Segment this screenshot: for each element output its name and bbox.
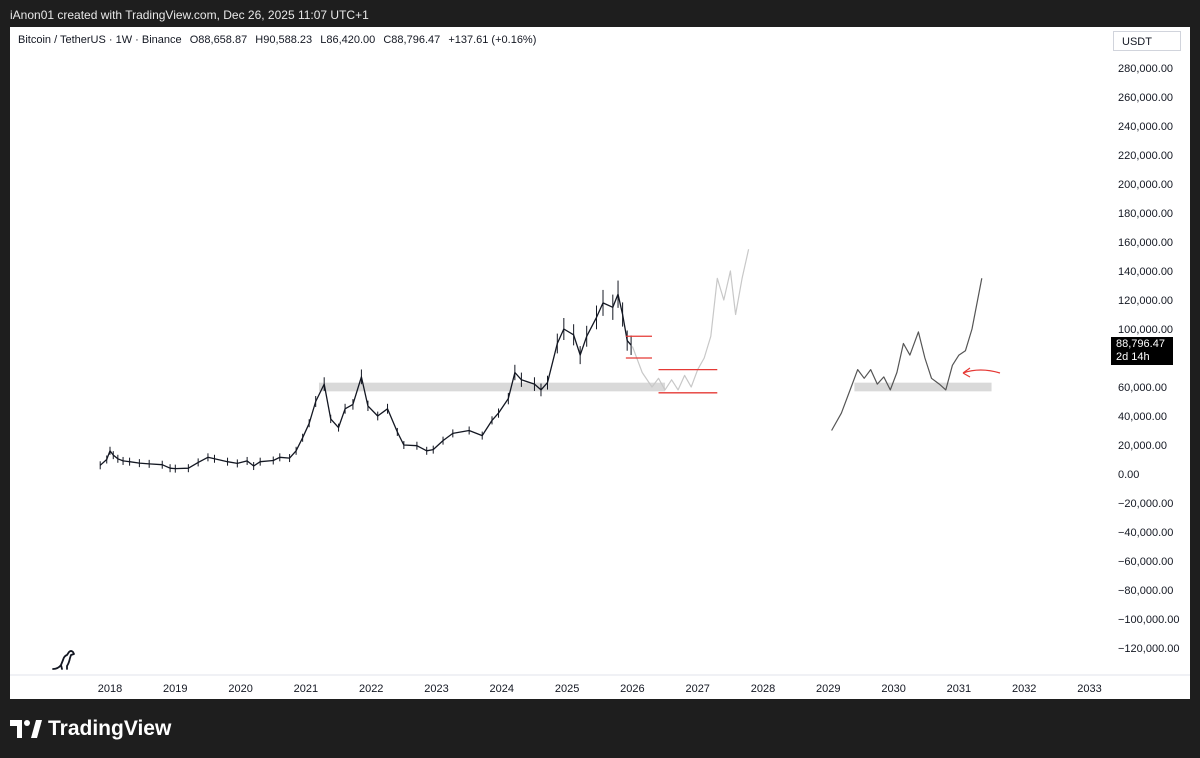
tradingview-logo-icon [10, 720, 42, 738]
price-series-2 [631, 249, 750, 391]
support-zone-2 [854, 382, 992, 392]
red-arrow-annotation [962, 367, 1001, 378]
y-tick-label: 200,000.00 [1118, 179, 1173, 191]
tradingview-footer: TradingView [10, 714, 171, 744]
x-tick-label: 2032 [1012, 683, 1036, 695]
ohlc-high: H90,588.23 [255, 34, 313, 46]
support-zone-1 [318, 382, 666, 392]
bar-countdown: 2d 14h [1116, 351, 1150, 363]
x-tick-label: 2030 [881, 683, 905, 695]
x-tick-label: 2024 [490, 683, 514, 695]
y-tick-label: 40,000.00 [1118, 411, 1167, 423]
y-tick-label: 280,000.00 [1118, 63, 1173, 75]
symbol-name[interactable]: Bitcoin / TetherUS · 1W · Binance [18, 34, 182, 46]
ohlc-low: L86,420.00 [320, 34, 376, 46]
x-tick-label: 2026 [620, 683, 644, 695]
currency-unit-button[interactable]: USDT [1113, 31, 1181, 51]
x-tick-label: 2021 [294, 683, 318, 695]
y-tick-label: 100,000.00 [1118, 324, 1173, 336]
ohlc-close: C88,796.47 [383, 34, 441, 46]
y-tick-label: −80,000.00 [1118, 585, 1173, 597]
x-tick-label: 2019 [163, 683, 187, 695]
price-series-3 [831, 278, 983, 431]
y-tick-label: −60,000.00 [1118, 556, 1173, 568]
y-tick-label: 180,000.00 [1118, 208, 1173, 220]
ohlc-open: O88,658.87 [189, 34, 248, 46]
price-series-1 [99, 293, 632, 470]
x-tick-label: 2031 [947, 683, 971, 695]
x-tick-label: 2028 [751, 683, 775, 695]
price-chart[interactable]: 280,000.00 260,000.00 240,000.00 220,000.00… [10, 27, 1190, 699]
last-price-label: 88,796.47 2d 14h [1111, 337, 1173, 365]
y-tick-label: 220,000.00 [1118, 150, 1173, 162]
brand-name: TradingView [48, 717, 172, 740]
x-tick-label: 2025 [555, 683, 579, 695]
dinosaur-icon [52, 650, 75, 670]
y-tick-label: 140,000.00 [1118, 266, 1173, 278]
y-tick-label: −40,000.00 [1118, 527, 1173, 539]
y-tick-label: −120,000.00 [1118, 643, 1179, 655]
x-tick-label: 2020 [228, 683, 252, 695]
y-tick-label: 20,000.00 [1118, 440, 1167, 452]
y-tick-label: −100,000.00 [1118, 614, 1179, 626]
chart-panel: 280,000.00 260,000.00 240,000.00 220,000.00… [10, 27, 1190, 699]
y-tick-label: 240,000.00 [1118, 121, 1173, 133]
symbol-info-line: Bitcoin / TetherUS · 1W · Binance O88,65… [18, 34, 541, 46]
x-tick-label: 2027 [685, 683, 709, 695]
x-tick-label: 2022 [359, 683, 383, 695]
y-tick-label: 60,000.00 [1118, 382, 1167, 394]
y-tick-label: 0.00 [1118, 469, 1139, 481]
x-tick-label: 2018 [98, 683, 122, 695]
y-tick-label: 260,000.00 [1118, 92, 1173, 104]
price-change: +137.61 (+0.16%) [448, 34, 537, 46]
last-price-value: 88,796.47 [1116, 338, 1165, 350]
y-tick-label: −20,000.00 [1118, 498, 1173, 510]
x-tick-label: 2023 [424, 683, 448, 695]
y-tick-label: 120,000.00 [1118, 295, 1173, 307]
y-tick-label: 160,000.00 [1118, 237, 1173, 249]
x-tick-label: 2033 [1077, 683, 1101, 695]
x-tick-label: 2029 [816, 683, 840, 695]
chart-credit: iAnon01 created with TradingView.com, De… [10, 8, 369, 22]
